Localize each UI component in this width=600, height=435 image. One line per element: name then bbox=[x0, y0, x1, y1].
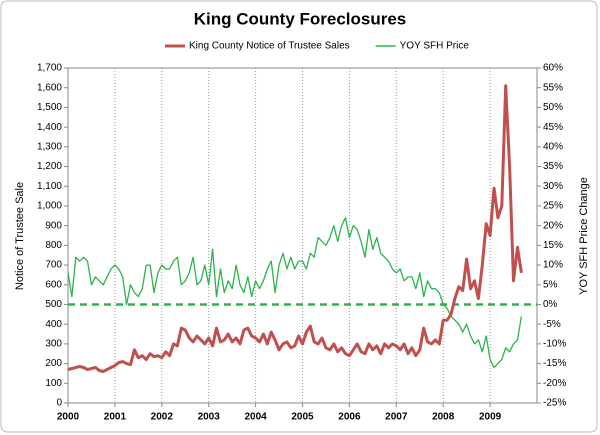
y-tick-label: 300 bbox=[45, 339, 62, 350]
y2-tick-label: 0% bbox=[543, 299, 558, 310]
chart-title: King County Foreclosures bbox=[194, 9, 407, 28]
y-tick-label: 800 bbox=[45, 240, 62, 251]
y2-tick-label: 60% bbox=[543, 63, 563, 74]
y2-axis-label: YOY SFH Price Change bbox=[578, 177, 590, 295]
y-tick-label: 1,500 bbox=[37, 102, 62, 113]
x-tick-label: 2005 bbox=[291, 412, 314, 423]
y-tick-label: 700 bbox=[45, 260, 62, 271]
y2-tick-label: 10% bbox=[543, 260, 563, 271]
legend-label: YOY SFH Price bbox=[400, 41, 470, 52]
x-tick-label: 2002 bbox=[151, 412, 174, 423]
y2-tick-label: 35% bbox=[543, 161, 563, 172]
y2-tick-label: 20% bbox=[543, 220, 563, 231]
y2-tick-label: 5% bbox=[543, 279, 558, 290]
y2-tick-label: 55% bbox=[543, 82, 563, 93]
y-tick-label: 1,700 bbox=[37, 63, 62, 74]
y2-tick-label: 25% bbox=[543, 201, 563, 212]
y-tick-label: 1,000 bbox=[37, 201, 62, 212]
y2-tick-label: 50% bbox=[543, 102, 563, 113]
y2-tick-label: -20% bbox=[543, 378, 566, 389]
x-tick-label: 2006 bbox=[338, 412, 361, 423]
y2-tick-label: 40% bbox=[543, 141, 563, 152]
y2-tick-label: -5% bbox=[543, 319, 561, 330]
x-tick-label: 2007 bbox=[385, 412, 408, 423]
y2-tick-label: 30% bbox=[543, 181, 563, 192]
y-axis-label: Notice of Trustee Sale bbox=[14, 182, 26, 290]
y-tick-label: 1,300 bbox=[37, 141, 62, 152]
y-tick-label: 500 bbox=[45, 299, 62, 310]
y2-tick-label: -15% bbox=[543, 358, 566, 369]
x-tick-label: 2009 bbox=[479, 412, 502, 423]
y2-tick-label: -25% bbox=[543, 398, 566, 409]
x-tick-label: 2004 bbox=[244, 412, 267, 423]
y-tick-label: 1,200 bbox=[37, 161, 62, 172]
series-line bbox=[67, 217, 523, 369]
y2-tick-label: 15% bbox=[543, 240, 563, 251]
y-tick-label: 400 bbox=[45, 319, 62, 330]
y2-tick-label: -10% bbox=[543, 339, 566, 350]
y-tick-label: 100 bbox=[45, 378, 62, 389]
y-tick-label: 0 bbox=[56, 398, 62, 409]
series-line bbox=[67, 84, 523, 373]
legend-label: King County Notice of Trustee Sales bbox=[189, 41, 350, 52]
y-tick-label: 1,100 bbox=[37, 181, 62, 192]
y2-tick-label: 45% bbox=[543, 122, 563, 133]
y-tick-label: 600 bbox=[45, 279, 62, 290]
y-tick-label: 200 bbox=[45, 358, 62, 369]
x-tick-label: 2008 bbox=[432, 412, 455, 423]
x-tick-label: 2000 bbox=[57, 412, 80, 423]
x-tick-label: 2001 bbox=[104, 412, 127, 423]
y-tick-label: 900 bbox=[45, 220, 62, 231]
x-tick-label: 2003 bbox=[198, 412, 221, 423]
y-tick-label: 1,400 bbox=[37, 122, 62, 133]
y-tick-label: 1,600 bbox=[37, 82, 62, 93]
